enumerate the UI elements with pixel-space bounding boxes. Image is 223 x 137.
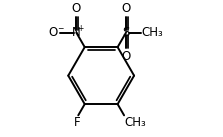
Text: O: O	[72, 2, 81, 15]
Text: O: O	[121, 50, 131, 63]
Text: CH₃: CH₃	[142, 26, 163, 39]
Text: +: +	[77, 25, 83, 33]
Text: F: F	[74, 116, 81, 129]
Text: N: N	[72, 26, 81, 39]
Text: S: S	[122, 26, 130, 39]
Text: O: O	[48, 26, 58, 39]
Text: −: −	[57, 25, 64, 33]
Text: O: O	[121, 2, 131, 15]
Text: CH₃: CH₃	[125, 116, 147, 129]
